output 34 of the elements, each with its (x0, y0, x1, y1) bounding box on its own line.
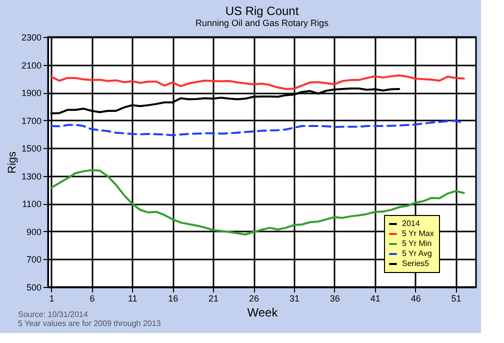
x-tick-label: 11 (128, 294, 138, 304)
x-tick-label: 1 (49, 294, 54, 304)
x-tick-label: 26 (248, 294, 260, 304)
line-series (50, 169, 465, 236)
y-tick-label: 1500 (21, 144, 42, 154)
legend-label: 5 Yr Max (402, 229, 434, 238)
x-tick-label: 36 (330, 294, 340, 304)
legend-label: 2014 (402, 219, 420, 228)
x-tick-label: 6 (90, 294, 95, 304)
y-tick-label: 2100 (21, 60, 42, 70)
x-tick-label: 51 (451, 294, 462, 304)
x-tick-label: 31 (289, 294, 300, 304)
legend-label: 5 Yr Min (402, 239, 432, 248)
y-axis-title: Rigs (6, 151, 18, 174)
text: 5 Year values are for 2009 through 2013 (18, 319, 162, 328)
y-tick-label: 1100 (22, 199, 42, 210)
x-tick-label: 16 (168, 294, 178, 304)
y-tick-label: 700 (26, 254, 42, 265)
y-tick-label: 500 (26, 282, 42, 292)
x-tick-label: 41 (370, 294, 380, 304)
x-axis-title: Week (247, 306, 279, 320)
x-tick-label: 46 (410, 294, 421, 304)
y-tick-label: 1900 (21, 88, 42, 98)
y-tick-label: 1300 (21, 171, 42, 182)
y-tick-label: 900 (26, 226, 42, 237)
chart-subtitle: Running Oil and Gas Rotary Rigs (195, 18, 330, 28)
line-series (50, 74, 465, 90)
legend-label: 5 Yr Avg (402, 249, 432, 258)
y-tick-label: 1700 (21, 116, 42, 126)
legend-label: Series5 (402, 259, 430, 268)
chart-title: US Rig Count (225, 4, 300, 18)
y-tick-label: 2300 (21, 32, 42, 42)
x-tick-label: 21 (208, 294, 219, 304)
source-note: Source: 10/31/2014 (18, 310, 88, 319)
